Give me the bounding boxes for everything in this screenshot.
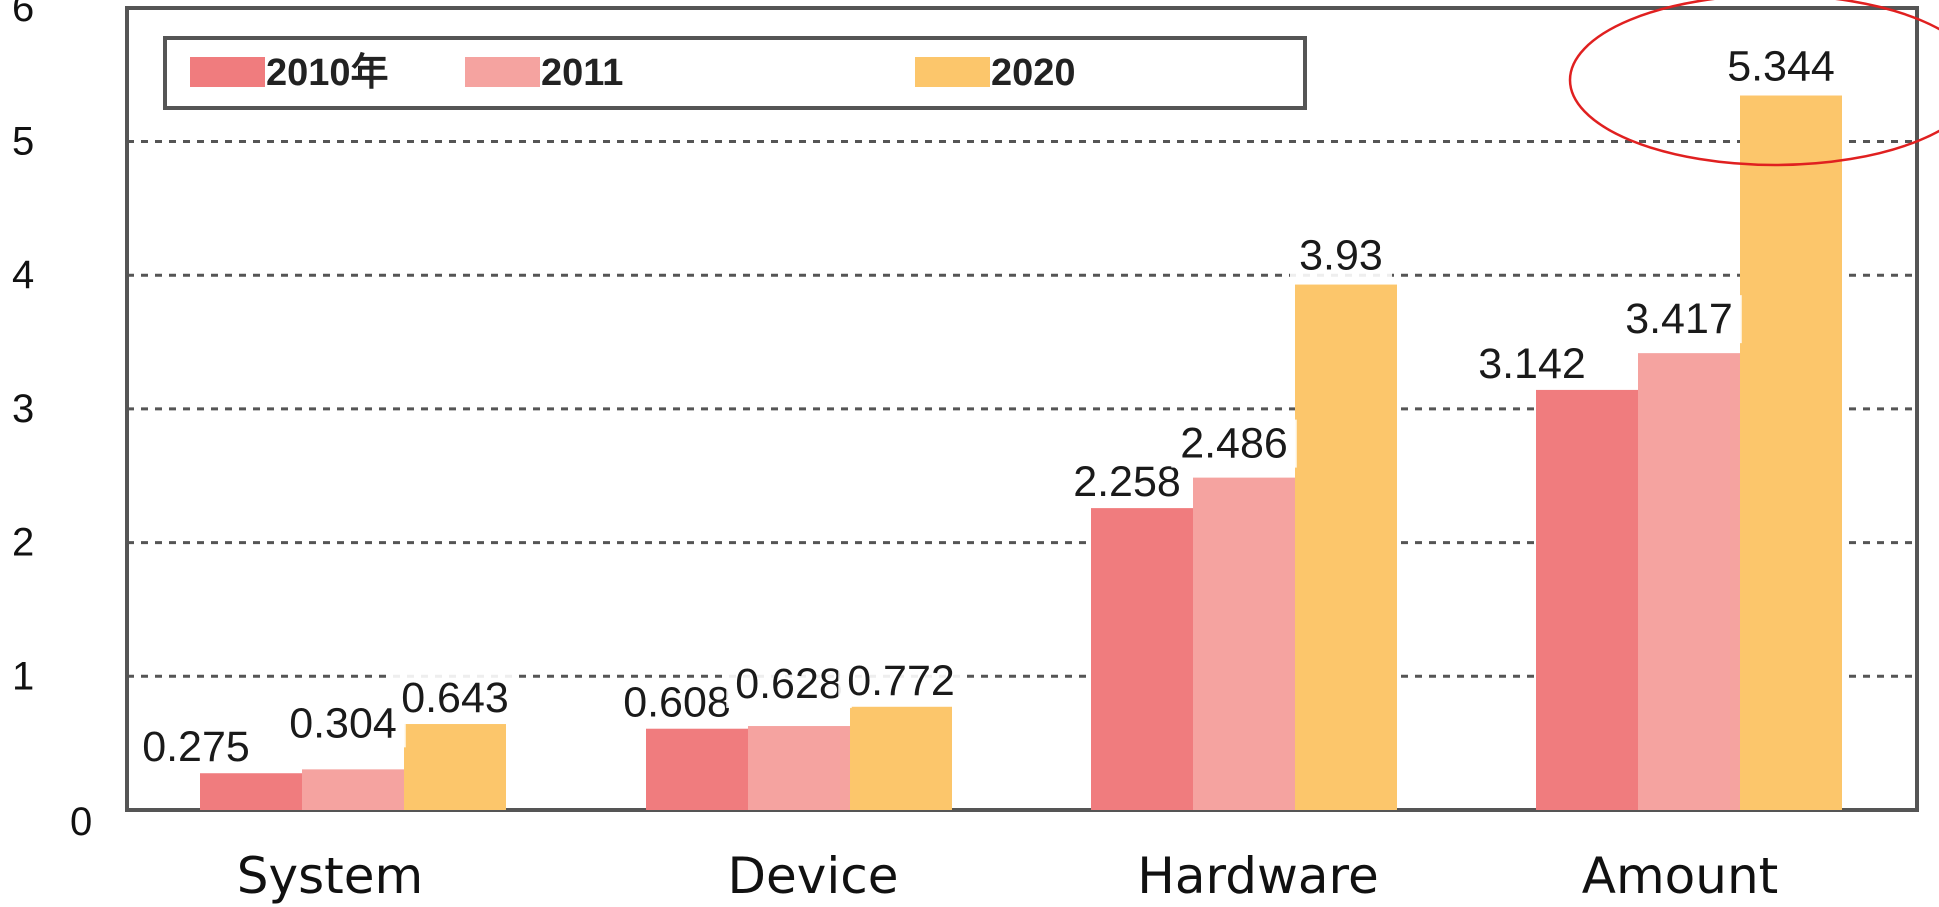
category-label: Hardware — [1137, 847, 1378, 905]
bar-amount-2 — [1740, 95, 1842, 810]
legend: 2010年 2011 2020 — [163, 36, 1307, 110]
category-label: System — [237, 847, 423, 905]
data-label-bg — [1064, 458, 1190, 507]
data-label: 0.643 — [401, 674, 509, 722]
legend-label: 2020 — [991, 52, 1076, 94]
bar-device-2 — [850, 706, 952, 810]
data-label: 2.486 — [1180, 420, 1288, 468]
y-tick-label: 1 — [12, 654, 34, 698]
y-axis-ticks: 0 1 2 3 4 5 6 — [12, 0, 92, 844]
plot-frame — [125, 6, 1919, 812]
data-label: 5.344 — [1727, 43, 1835, 91]
legend-swatch — [465, 57, 540, 87]
bar-system-1 — [302, 769, 404, 810]
bar-hardware-0 — [1091, 508, 1193, 810]
category-label: Device — [728, 847, 899, 905]
bar-system-0 — [200, 773, 302, 810]
y-tick-label: 2 — [12, 521, 34, 565]
legend-swatch — [915, 57, 990, 87]
y-tick-label: 6 — [12, 0, 34, 30]
data-label-bg — [838, 656, 964, 705]
data-label: 0.275 — [142, 723, 250, 771]
data-label-bg — [1290, 231, 1392, 280]
bar-amount-0 — [1536, 389, 1638, 810]
bar-device-0 — [646, 728, 748, 810]
axes — [125, 6, 1919, 812]
data-label-bg — [1469, 339, 1595, 388]
category-label: Amount — [1582, 847, 1778, 905]
legend-box — [163, 36, 1307, 110]
data-label-bg — [726, 660, 852, 709]
bar-system-2 — [404, 724, 506, 810]
data-label-bg — [392, 674, 518, 723]
data-label: 3.93 — [1299, 232, 1383, 280]
y-tick-label: 3 — [12, 387, 34, 431]
data-label-bg — [1718, 42, 1844, 91]
data-label-bg — [133, 723, 259, 772]
legend-swatch — [190, 57, 265, 87]
data-label: 0.304 — [289, 699, 397, 747]
data-label: 0.628 — [735, 660, 843, 708]
data-label-bg — [1616, 295, 1742, 344]
bar-device-1 — [748, 726, 850, 810]
legend-label: 2011 — [541, 52, 623, 94]
y-tick-label: 4 — [12, 253, 34, 297]
data-label: 0.608 — [623, 679, 731, 727]
legend-label: 2010年 — [266, 52, 389, 94]
data-label: 0.772 — [847, 657, 955, 705]
x-axis-categories: System Device Hardware Amount — [237, 847, 1778, 905]
highlight-ellipse — [1568, 0, 1939, 167]
data-label: 2.258 — [1073, 458, 1181, 506]
y-tick-label: 5 — [12, 120, 34, 164]
bars — [200, 95, 1842, 811]
data-label-bg — [1171, 419, 1297, 468]
bar-amount-1 — [1638, 353, 1740, 810]
bar-hardware-2 — [1295, 284, 1397, 811]
data-label-bg — [280, 699, 406, 748]
bar-hardware-1 — [1193, 477, 1295, 810]
data-labels: 0.275 0.608 2.258 3.142 0.304 0.628 2.486 3.417… — [133, 42, 1844, 772]
y-tick-label: 0 — [70, 800, 92, 844]
data-label-bg — [614, 678, 740, 727]
data-label: 3.417 — [1625, 295, 1733, 343]
data-label: 3.142 — [1478, 340, 1586, 388]
